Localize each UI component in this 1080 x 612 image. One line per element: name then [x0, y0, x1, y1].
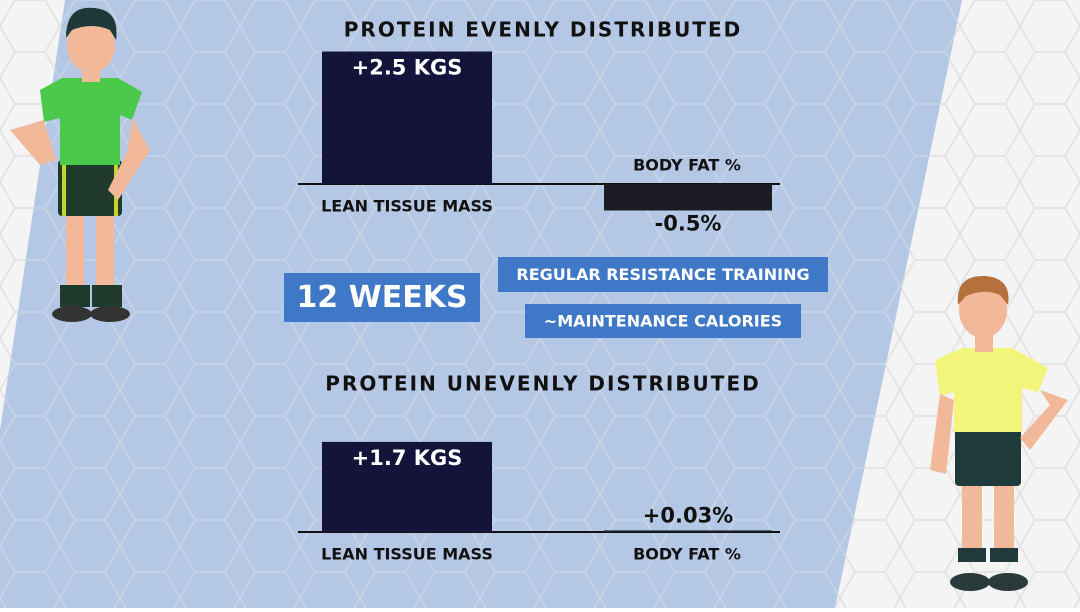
- bar: [322, 441, 492, 532]
- left-figure: [10, 7, 150, 322]
- bar: [322, 51, 492, 184]
- band-pattern: [0, 0, 962, 608]
- badge-text: 12 WEEKS: [296, 280, 467, 315]
- bar: [604, 530, 772, 532]
- value-label: -0.5%: [655, 212, 722, 236]
- badge-text: REGULAR RESISTANCE TRAINING: [516, 265, 809, 284]
- right-figure: [930, 275, 1068, 591]
- category-label: LEAN TISSUE MASS: [321, 545, 493, 564]
- bar: [604, 184, 772, 211]
- badge: [284, 273, 480, 322]
- category-label: BODY FAT %: [633, 545, 741, 564]
- value-label: +1.7 KGS: [352, 446, 463, 470]
- category-label: LEAN TISSUE MASS: [321, 197, 493, 216]
- badge: [525, 304, 801, 338]
- value-label: +2.5 KGS: [352, 56, 463, 80]
- category-label: BODY FAT %: [633, 156, 741, 175]
- value-label: +0.03%: [643, 503, 733, 527]
- badge: [498, 257, 828, 292]
- chart-title: PROTEIN EVENLY DISTRIBUTED: [344, 18, 742, 42]
- badge-text: ~MAINTENANCE CALORIES: [544, 312, 782, 331]
- chart-title: PROTEIN UNEVENLY DISTRIBUTED: [325, 372, 760, 396]
